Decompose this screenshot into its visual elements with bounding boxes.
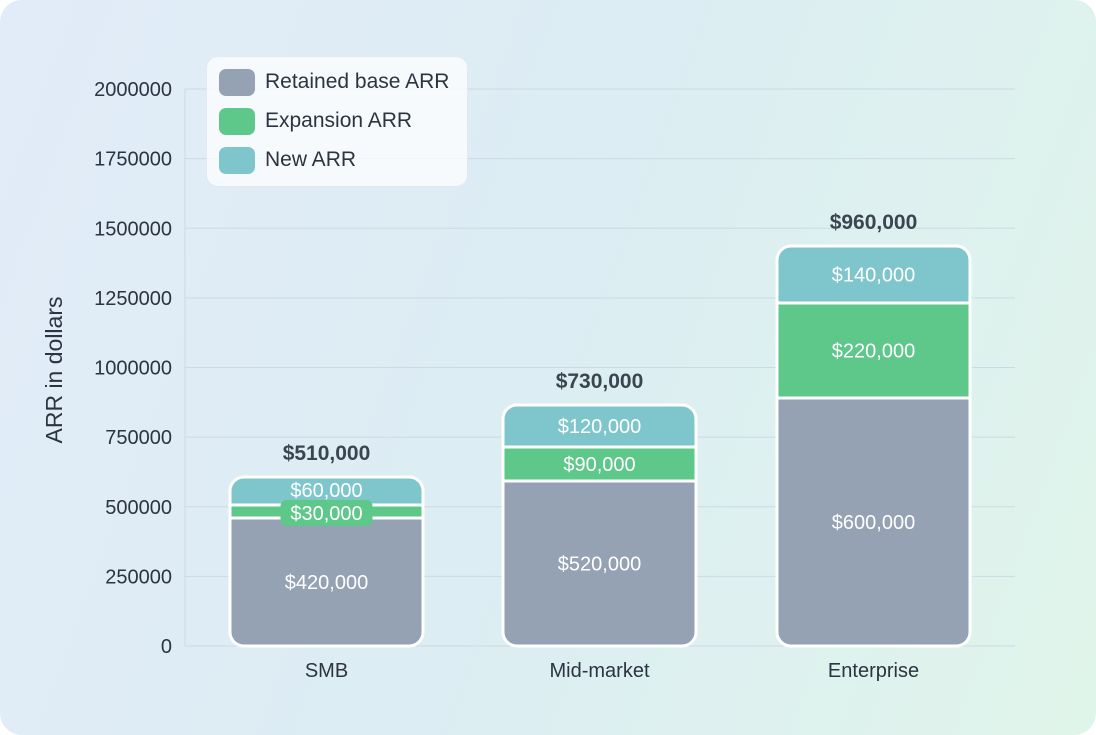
- bar-outline: [775, 244, 972, 648]
- segment-label: $600,000: [832, 512, 915, 534]
- bar-segment: [503, 481, 696, 646]
- total-label: $510,000: [283, 442, 371, 465]
- y-tick-label: 1250000: [94, 288, 172, 310]
- legend-label: New ARR: [265, 148, 357, 171]
- y-tick-label: 1000000: [94, 358, 172, 380]
- legend-item-new: New ARR: [219, 146, 356, 174]
- segment-label: $140,000: [832, 265, 915, 287]
- legend-label: Expansion ARR: [265, 109, 413, 132]
- segment-label: $60,000: [290, 480, 362, 502]
- y-tick-label: 0: [161, 636, 172, 658]
- y-tick-label: 1750000: [94, 149, 172, 171]
- x-tick-label: SMB: [305, 660, 348, 682]
- y-tick-label: 250000: [105, 566, 172, 588]
- x-tick-label: Mid-market: [549, 660, 649, 682]
- bar-segment: [777, 303, 970, 398]
- legend-swatch: [219, 68, 255, 96]
- segment-label: $420,000: [285, 572, 368, 594]
- legend-label: Retained base ARR: [265, 70, 450, 93]
- total-label: $730,000: [556, 370, 644, 393]
- bar-enterprise: [777, 246, 970, 646]
- bar-segment: [777, 246, 970, 303]
- legend-item-retained: Retained base ARR: [219, 68, 449, 96]
- x-tick-label: Enterprise: [828, 660, 919, 682]
- bar-segment: [230, 518, 423, 646]
- segment-label-bg: [280, 500, 373, 526]
- y-tick-label: 750000: [105, 427, 172, 449]
- segment-label: $30,000: [290, 503, 362, 525]
- bar-segment: [503, 447, 696, 481]
- legend: Retained base ARR Expansion ARR New ARR: [206, 56, 468, 187]
- segment-label: $120,000: [558, 416, 641, 438]
- segment-label: $520,000: [558, 554, 641, 576]
- total-label: $960,000: [830, 211, 918, 234]
- legend-swatch: [219, 146, 255, 174]
- legend-swatch: [219, 107, 255, 135]
- y-tick-label: 500000: [105, 497, 172, 519]
- bar-outline: [228, 475, 425, 648]
- bar-outline: [501, 403, 698, 648]
- y-axis-title: ARR in dollars: [41, 297, 67, 444]
- bar-segment: [503, 405, 696, 447]
- y-tick-label: 2000000: [94, 79, 172, 101]
- bar-mid-market: [503, 405, 696, 646]
- bar-segment: [777, 398, 970, 646]
- legend-item-expansion: Expansion ARR: [219, 107, 412, 135]
- segment-label: $220,000: [832, 341, 915, 363]
- segment-label: $90,000: [563, 454, 635, 476]
- y-tick-label: 1500000: [94, 218, 172, 240]
